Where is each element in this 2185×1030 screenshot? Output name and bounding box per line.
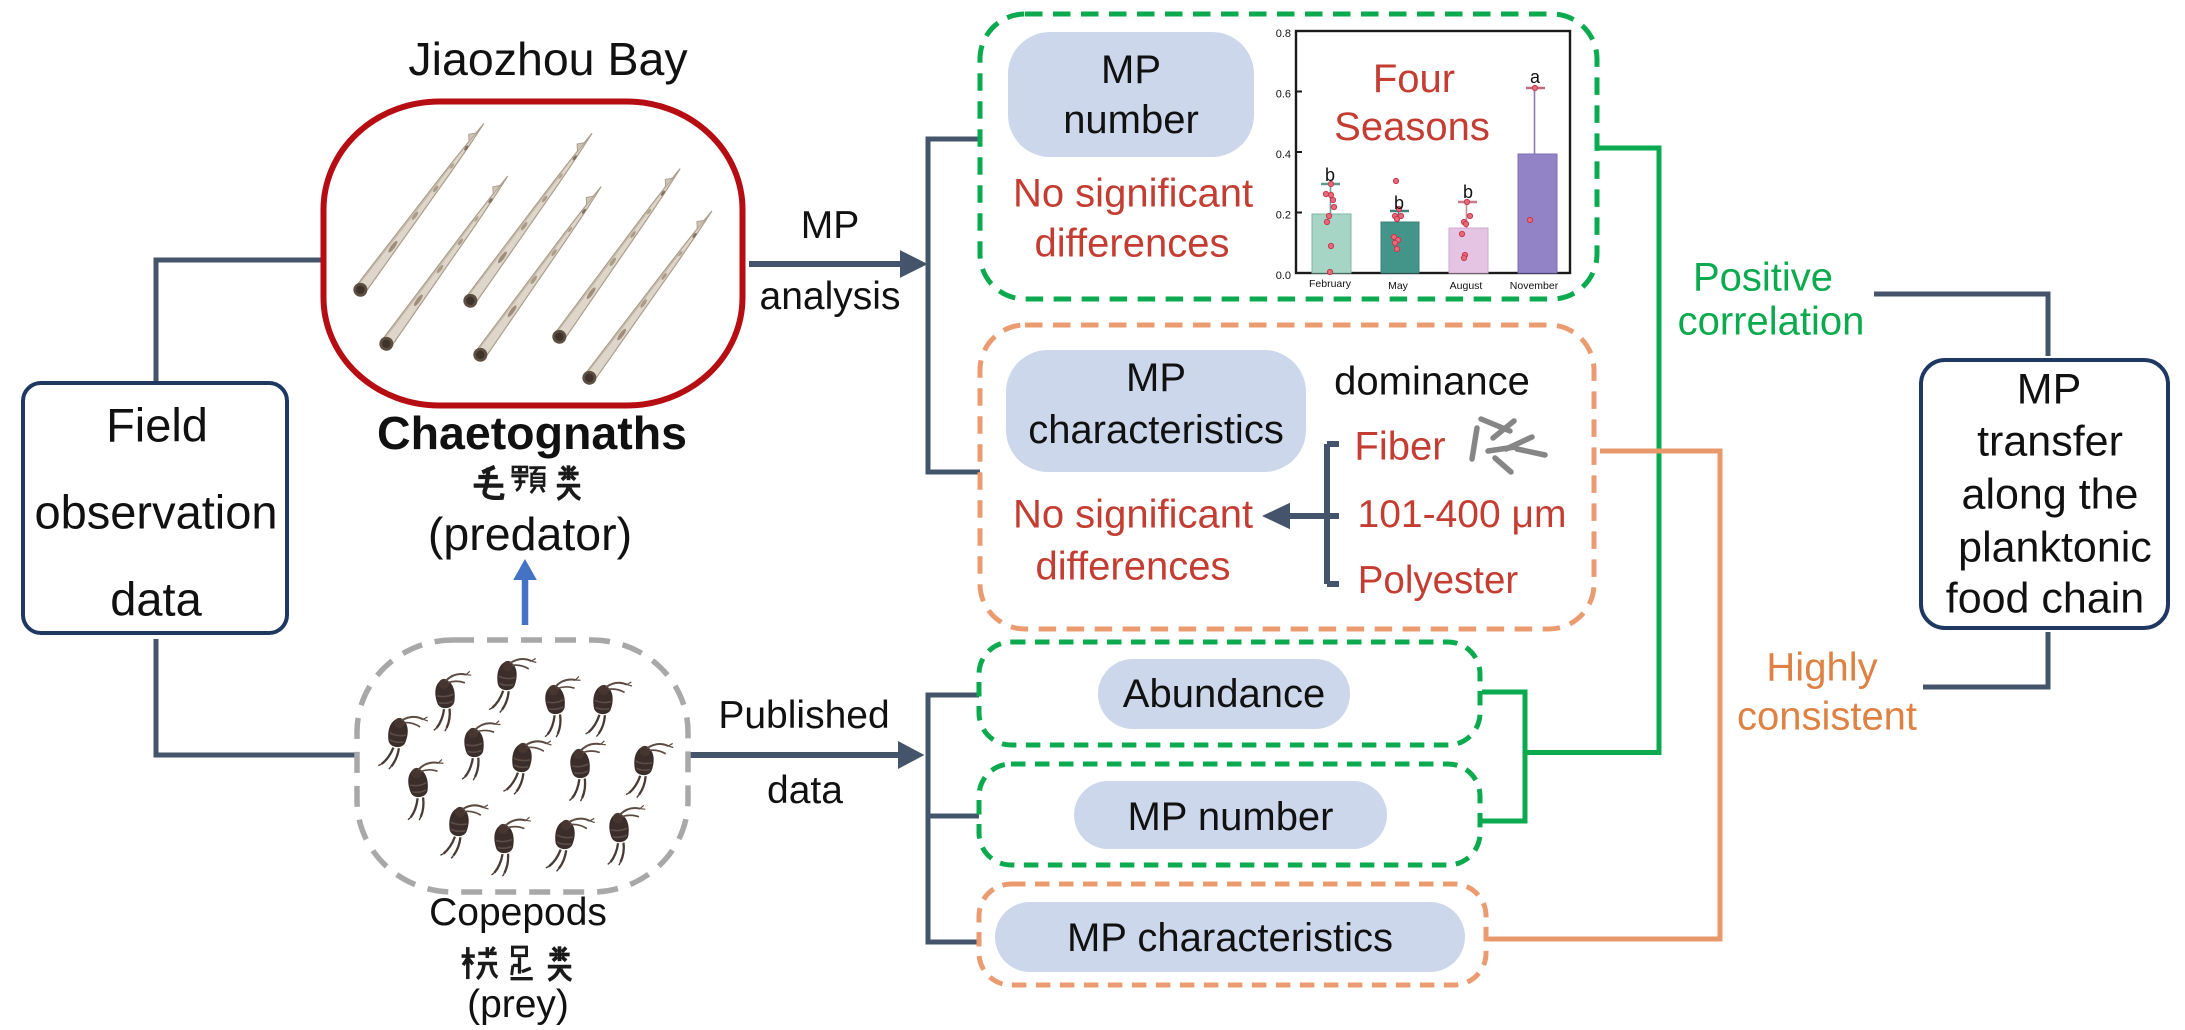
svg-text:0.2: 0.2 (1276, 210, 1291, 222)
svg-text:0.8: 0.8 (1276, 28, 1291, 40)
svg-text:a: a (1530, 67, 1541, 87)
svg-text:November: November (1510, 280, 1559, 292)
svg-text:b: b (1325, 165, 1335, 185)
svg-text:0.0: 0.0 (1276, 270, 1291, 282)
svg-text:Four: Four (1373, 57, 1455, 101)
svg-text:August: August (1450, 280, 1483, 292)
svg-text:Seasons: Seasons (1334, 105, 1490, 149)
svg-text:February: February (1309, 278, 1352, 290)
svg-text:May: May (1388, 280, 1409, 292)
svg-text:0.4: 0.4 (1276, 149, 1291, 161)
svg-text:b: b (1394, 193, 1404, 213)
svg-text:b: b (1463, 182, 1473, 202)
svg-text:0.6: 0.6 (1276, 89, 1291, 101)
